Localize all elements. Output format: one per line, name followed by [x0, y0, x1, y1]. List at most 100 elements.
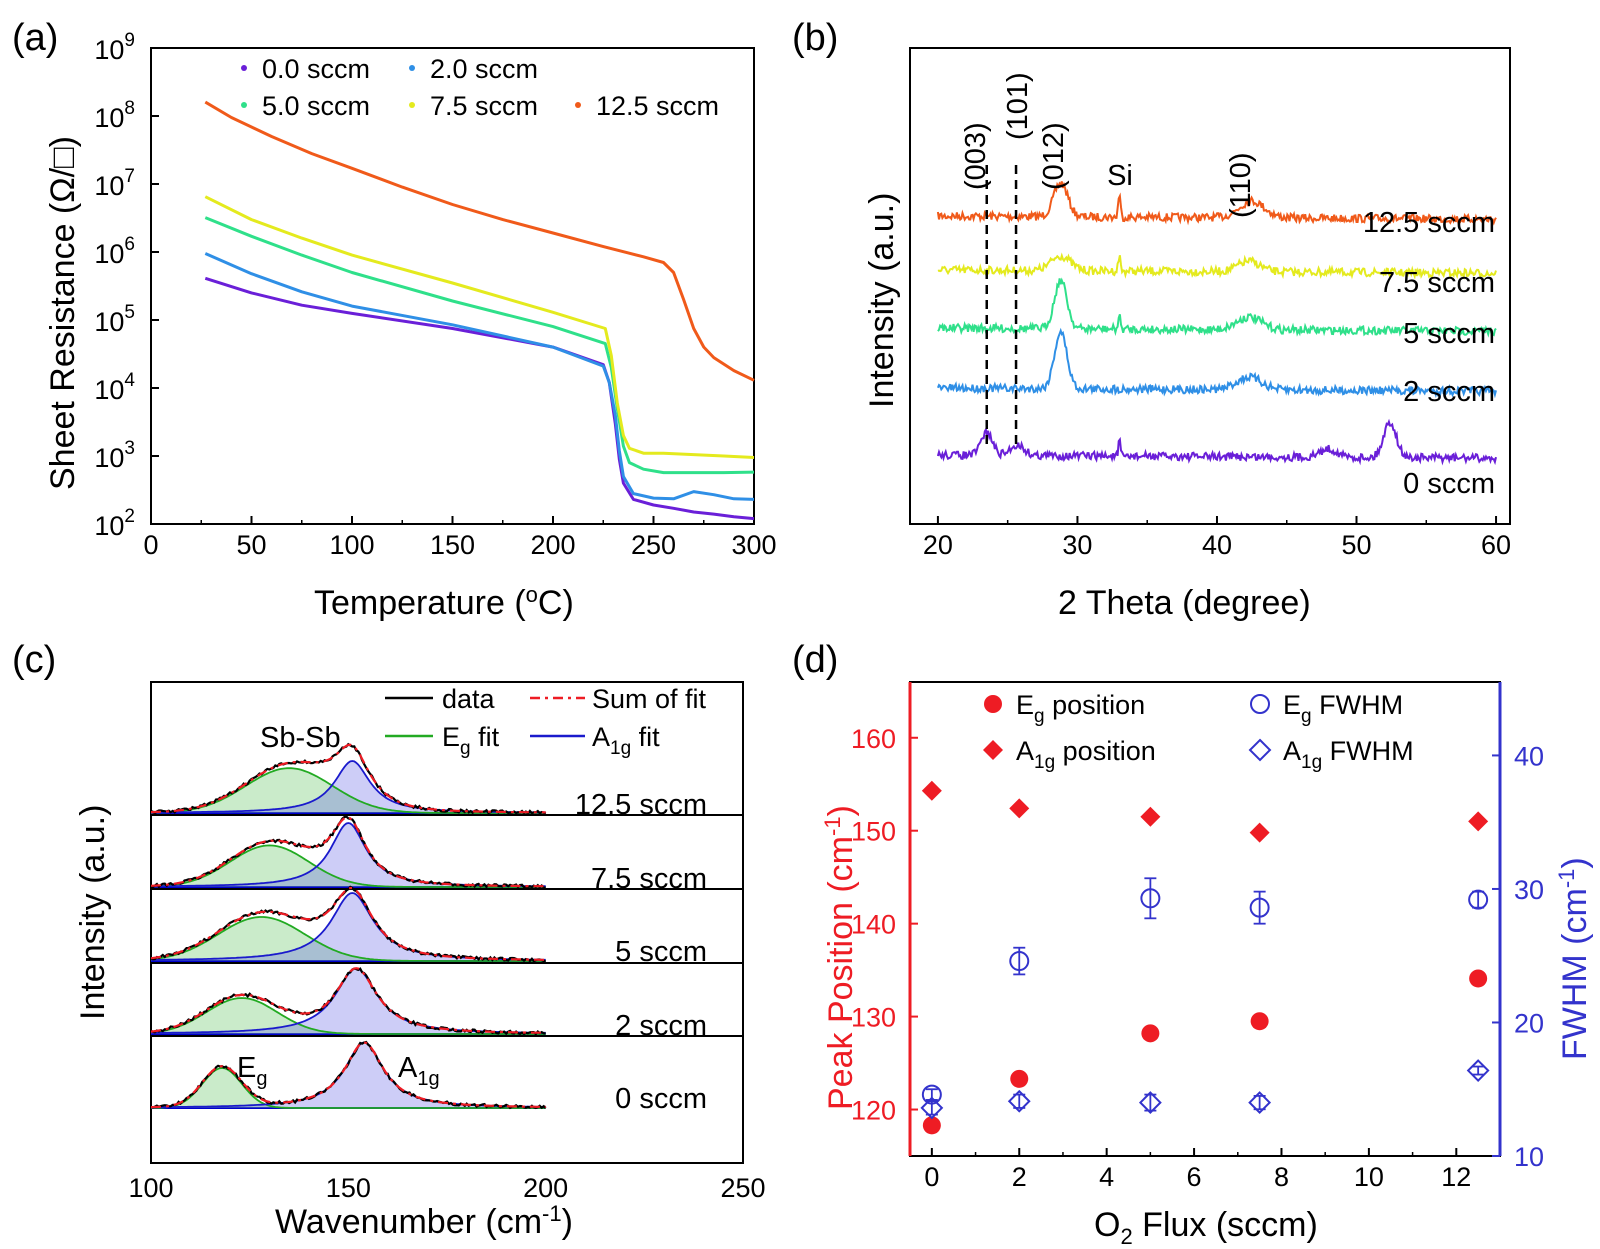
panel-c-ticks: 100 150 200 250 [128, 1173, 765, 1203]
y-right-tick-label: 40 [1514, 741, 1544, 771]
marker-open-diamond [1007, 1089, 1031, 1113]
x-tick-label: 6 [1187, 1162, 1202, 1192]
legend-marker [241, 102, 247, 108]
y-tick-label: 106 [94, 234, 135, 269]
x-tick-label: 100 [329, 530, 374, 560]
eg-fit-area [151, 768, 546, 813]
y-left-tick-label: 140 [851, 910, 896, 940]
eg-base: E [237, 1052, 256, 1084]
y-tick-label: 107 [94, 166, 135, 201]
panel-c-chart: 100 150 200 250 12.5 sccm 7.5 sccm 5 sccm 2 sc… [74, 681, 766, 1241]
y-tick-exponent: 6 [124, 234, 135, 255]
marker-filled-diamond [1468, 811, 1489, 832]
x-tick-label: 8 [1274, 1162, 1289, 1192]
y-tick-exponent: 7 [124, 166, 135, 187]
peak-annotation: Si [1107, 160, 1133, 192]
legend-eg-fit: fit [471, 722, 500, 752]
panel-a-series [204, 100, 755, 521]
legend-label: 0.0 sccm [262, 54, 370, 84]
xrd-pattern-7.5-sccm [937, 252, 1497, 280]
a1g-fit-area [151, 1042, 546, 1108]
eg-peak-annotation: Eg [237, 1052, 267, 1090]
y-tick-base: 10 [94, 35, 124, 65]
eg-fit-line [150, 997, 546, 1035]
marker-filled-circle [922, 1116, 941, 1135]
legend-label: 7.5 sccm [430, 91, 538, 121]
legend-label: Eg position [1016, 690, 1145, 727]
y-tick-exponent: 4 [124, 370, 135, 391]
y-tick-base: 10 [94, 239, 124, 269]
panel-d-ylabel-right: FWHM (cm-1) [1554, 857, 1594, 1060]
eg-sub: g [256, 1068, 267, 1090]
legend-suffix: position [1045, 690, 1146, 720]
panel-c-xlabel: Wavenumber (cm-1) [275, 1201, 573, 1241]
series-line-0.0-sccm [204, 276, 755, 521]
panel-label-d: (d) [792, 639, 838, 681]
series-label: 5 sccm [615, 936, 707, 968]
series-label: 12.5 sccm [1363, 207, 1495, 239]
panel-b-ticks: 20 30 40 50 60 [923, 516, 1511, 560]
series-line-2.0-sccm [204, 252, 755, 501]
sum-of-fit-line [150, 967, 546, 1034]
marker-filled-diamond [983, 740, 1003, 760]
x-tick-label: 250 [720, 1173, 765, 1203]
panel-label-b: (b) [792, 17, 838, 59]
legend-label: 2.0 sccm [430, 54, 538, 84]
legend-marker [575, 102, 581, 108]
panel-a-chart: 0 50 100 150 200 250 3001021031041051061071081… [44, 30, 777, 622]
x-tick-label: 100 [128, 1173, 173, 1203]
x-tick-label: 12 [1441, 1162, 1471, 1192]
marker-open-diamond [1138, 1091, 1162, 1115]
y-tick-base: 10 [94, 375, 124, 405]
y-tick-label: 104 [94, 370, 135, 405]
series-label: 5 sccm [1403, 318, 1495, 350]
sb-sb-annotation: Sb-Sb [260, 722, 341, 754]
y-tick-label: 102 [94, 506, 135, 541]
panel-c-frame [150, 681, 744, 1164]
panel-b-ylabel: Intensity (a.u.) [863, 193, 901, 408]
panel-a-legend: 0.0 sccm 2.0 sccm 5.0 sccm 7.5 sccm 12.5 scc… [241, 54, 719, 121]
xrd-pattern-0-sccm [936, 418, 1497, 466]
legend-sub: 1g [1301, 752, 1322, 773]
series-label: 7.5 sccm [1379, 267, 1495, 299]
y-tick-exponent: 3 [124, 438, 135, 459]
y-right-tick-label: 10 [1514, 1142, 1544, 1172]
y-tick-exponent: 9 [124, 30, 135, 51]
marker-open-circle [1250, 694, 1270, 714]
y-tick-exponent: 8 [124, 98, 135, 119]
panel-d-ylabel-left: Peak Position (cm-1) [820, 805, 860, 1110]
raman-data-line [150, 1040, 547, 1110]
y-tick-label: 108 [94, 98, 135, 133]
eg-fit-area [151, 1068, 546, 1108]
eg-fit-area [151, 917, 546, 961]
panel-label-a: (a) [12, 17, 58, 59]
series-label: 0 sccm [1403, 468, 1495, 500]
legend-base: E [1283, 690, 1301, 720]
y-tick-label: 109 [94, 30, 135, 65]
eg-fit-line [151, 1067, 546, 1109]
panel-d-chart: 0 2 4 6 8 10 12 120 130 140 150 160 10 20 30 40 Eg posi… [820, 681, 1594, 1249]
x-tick-label: 50 [1341, 530, 1371, 560]
marker-filled-circle [984, 695, 1002, 713]
y-tick-label: 103 [94, 438, 135, 473]
marker-filled-circle [1250, 1012, 1269, 1031]
series-line-5.0-sccm [204, 216, 755, 475]
peak-annotation: (012) [1038, 122, 1070, 190]
a1g-fit-area [151, 761, 546, 813]
panel-d-series [920, 780, 1490, 1135]
panel-c-series: 12.5 sccm 7.5 sccm 5 sccm 2 sccm 0 sccm [150, 742, 743, 1115]
marker-open-circle [1140, 888, 1161, 909]
x-tick-label: 300 [731, 530, 776, 560]
x-tick-label: 10 [1354, 1162, 1384, 1192]
panel-b-annotations: (003) (101)(012) Si (110) [960, 72, 1257, 450]
legend-sub: g [1301, 706, 1312, 727]
xrd-pattern-12.5-sccm [936, 181, 1497, 226]
legend-eg-base: E [442, 722, 460, 752]
y-tick-exponent: 5 [124, 302, 135, 323]
xrd-pattern-5-sccm [937, 277, 1497, 338]
sum-of-fit-line [151, 743, 546, 814]
a1g-fit-area [151, 823, 546, 887]
y-tick-base: 10 [94, 171, 124, 201]
marker-open-circle [1009, 951, 1030, 972]
